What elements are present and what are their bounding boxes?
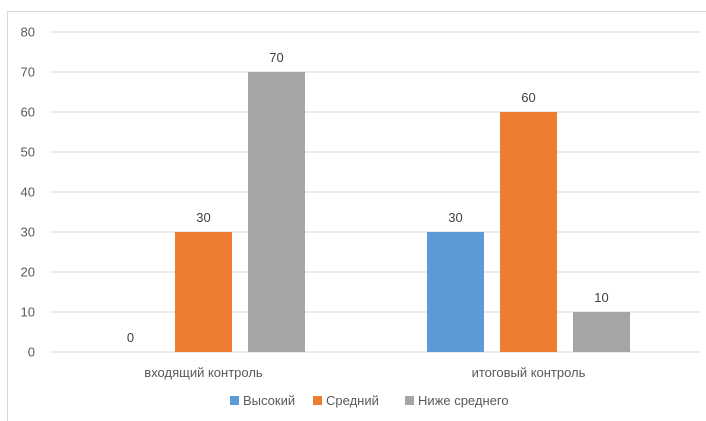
category-label: итоговый контроль <box>472 365 586 380</box>
y-tick-label: 60 <box>21 105 35 120</box>
bars <box>175 72 630 352</box>
category-label: входящий контроль <box>144 365 263 380</box>
y-tick-label: 20 <box>21 265 35 280</box>
y-tick-label: 30 <box>21 225 35 240</box>
data-label: 0 <box>127 330 134 345</box>
data-label: 30 <box>448 210 462 225</box>
legend-swatch <box>405 396 414 405</box>
data-label: 30 <box>196 210 210 225</box>
legend-label: Ниже среднего <box>418 393 509 408</box>
bar <box>500 112 557 352</box>
y-tick-label: 80 <box>21 25 35 40</box>
y-tick-label: 40 <box>21 185 35 200</box>
legend-label: Средний <box>326 393 379 408</box>
y-tick-label: 0 <box>28 345 35 360</box>
legend-swatch <box>230 396 239 405</box>
y-axis-ticks: 0 10 20 30 40 50 60 70 80 <box>21 25 35 360</box>
category-labels: входящий контроль итоговый контроль <box>144 365 585 380</box>
bar <box>175 232 232 352</box>
chart-frame <box>7 11 706 421</box>
bar <box>248 72 305 352</box>
data-label: 10 <box>594 290 608 305</box>
legend-label: Высокий <box>243 393 295 408</box>
bar <box>427 232 484 352</box>
legend: Высокий Средний Ниже среднего <box>230 393 509 408</box>
bar <box>573 312 630 352</box>
data-label: 60 <box>521 90 535 105</box>
y-tick-label: 50 <box>21 145 35 160</box>
y-tick-label: 10 <box>21 305 35 320</box>
data-labels: 0 30 70 30 60 10 <box>127 50 609 345</box>
legend-swatch <box>313 396 322 405</box>
data-label: 70 <box>269 50 283 65</box>
y-tick-label: 70 <box>21 65 35 80</box>
